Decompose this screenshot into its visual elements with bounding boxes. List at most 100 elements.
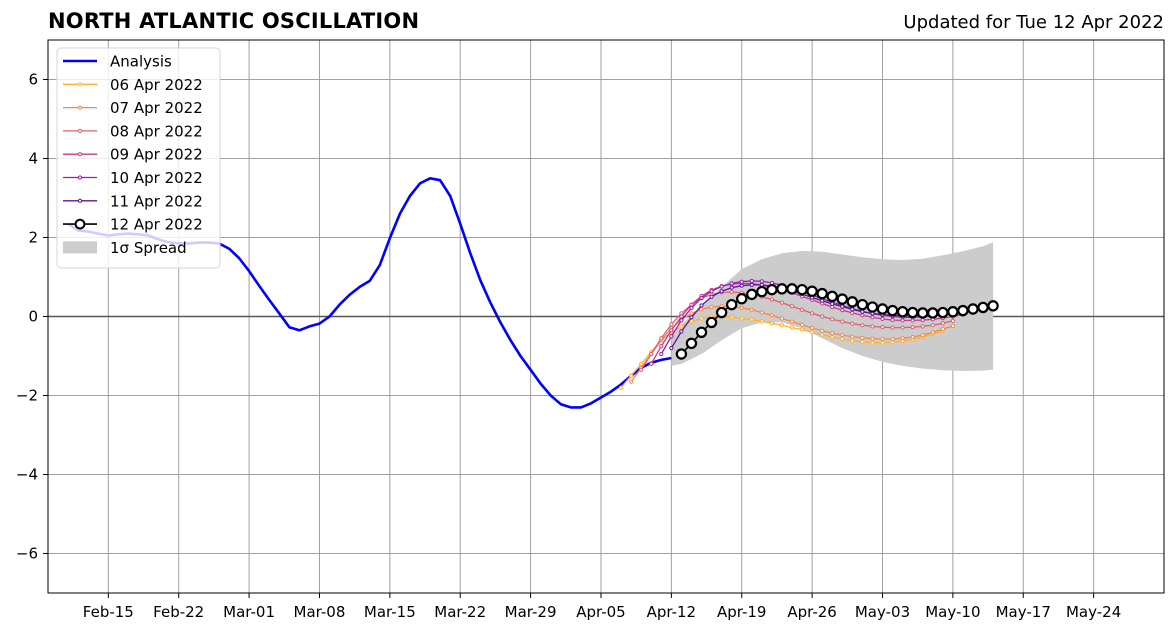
forecast-marker — [840, 332, 845, 338]
forecast-marker — [870, 315, 875, 320]
forecast-marker — [739, 279, 744, 284]
forecast-marker — [679, 324, 684, 329]
forecast-marker — [870, 340, 875, 345]
forecast-marker — [806, 285, 818, 297]
forecast-marker — [890, 325, 895, 330]
legend-label: 11 Apr 2022 — [110, 192, 203, 210]
forecast-marker — [725, 298, 738, 311]
forecast-marker — [957, 304, 969, 317]
legend-swatch-marker — [77, 105, 83, 110]
x-tick-label: May-03 — [855, 603, 910, 621]
forecast-marker — [729, 285, 734, 290]
legend: Analysis 06 Apr 2022 07 Apr 2022 08 Apr 202… — [56, 47, 221, 269]
forecast-marker — [856, 298, 869, 311]
forecast-marker — [776, 283, 788, 295]
forecast-marker — [749, 307, 754, 312]
forecast-marker — [900, 336, 905, 341]
forecast-marker — [689, 315, 694, 320]
forecast-marker — [820, 328, 825, 333]
x-tick-label: Mar-29 — [505, 603, 557, 621]
forecast-marker — [937, 306, 949, 319]
forecast-marker — [759, 319, 764, 324]
forecast-marker — [675, 348, 688, 360]
forecast-marker — [689, 319, 694, 324]
forecast-marker — [816, 287, 828, 300]
forecast-marker — [719, 289, 724, 294]
forecast-marker — [709, 294, 714, 299]
forecast-marker — [930, 323, 935, 328]
y-tick-label: −2 — [16, 387, 38, 405]
forecast-marker — [685, 337, 698, 350]
y-tick-label: −4 — [16, 466, 38, 484]
forecast-marker — [810, 311, 815, 316]
x-tick-label: May-10 — [925, 603, 980, 621]
forecast-marker — [689, 311, 694, 316]
forecast-marker — [649, 361, 654, 366]
forecast-marker — [840, 308, 845, 313]
forecast-marker — [669, 334, 674, 339]
forecast-marker — [759, 310, 764, 315]
forecast-marker — [947, 306, 959, 318]
x-tick-label: Apr-05 — [576, 603, 626, 621]
forecast-marker — [669, 328, 674, 333]
x-tick-label: May-24 — [1066, 603, 1121, 621]
forecast-marker — [910, 334, 915, 340]
forecast-marker — [920, 332, 925, 338]
forecast-marker — [756, 285, 768, 298]
forecast-marker — [769, 313, 774, 318]
forecast-marker — [850, 334, 855, 339]
x-tick-label: Mar-08 — [294, 603, 346, 621]
forecast-marker — [779, 323, 785, 328]
x-tick-label: Mar-22 — [434, 603, 486, 621]
forecast-marker — [920, 324, 925, 329]
forecast-marker — [769, 321, 774, 326]
forecast-marker — [709, 289, 714, 294]
forecast-marker — [820, 332, 825, 337]
forecast-marker — [826, 290, 838, 303]
forecast-marker — [779, 300, 785, 305]
updated-date: Updated for Tue 12 Apr 2022 — [903, 12, 1164, 33]
forecast-marker — [709, 304, 714, 310]
forecast-marker — [769, 297, 774, 302]
forecast-marker — [639, 367, 644, 372]
legend-swatch-marker — [77, 152, 83, 157]
forecast-marker — [810, 330, 815, 335]
forecast-marker — [729, 281, 734, 286]
legend-swatch-marker — [77, 198, 83, 203]
legend-label: 1σ Spread — [110, 239, 187, 257]
legend-swatch-spread — [63, 241, 97, 254]
x-tick-label: Apr-12 — [647, 603, 697, 621]
legend-swatch-marker — [77, 82, 83, 87]
forecast-marker — [830, 317, 835, 322]
tick-layer: Feb-15 Feb-22 Mar-01 Mar-08 Mar-15 Mar-22 Mar-… — [16, 71, 1121, 622]
forecast-marker — [880, 316, 885, 321]
legend-box — [56, 47, 221, 269]
forecast-marker — [917, 307, 929, 319]
x-tick-label: Apr-26 — [787, 603, 837, 621]
forecast-marker — [749, 278, 754, 284]
forecast-marker — [860, 335, 865, 340]
forecast-marker — [820, 298, 825, 303]
forecast-marker — [880, 336, 885, 342]
forecast-marker — [699, 316, 704, 321]
forecast-marker — [659, 344, 664, 349]
forecast-marker — [786, 283, 798, 295]
forecast-marker — [799, 322, 805, 327]
legend-label: Analysis — [110, 53, 172, 71]
forecast-marker — [880, 325, 885, 330]
forecast-marker — [699, 295, 704, 301]
forecast-marker — [705, 316, 718, 329]
forecast-marker — [830, 334, 835, 340]
forecast-marker — [950, 318, 955, 323]
forecast-marker — [886, 304, 899, 317]
forecast-marker — [766, 283, 778, 296]
forecast-marker — [950, 323, 955, 329]
y-tick-label: 0 — [28, 308, 38, 326]
forecast-marker — [850, 307, 855, 312]
forecast-marker — [850, 338, 855, 343]
forecast-marker — [880, 340, 885, 345]
legend-label: 06 Apr 2022 — [110, 76, 203, 94]
forecast-marker — [739, 283, 744, 288]
forecast-marker — [906, 306, 919, 319]
forecast-marker — [860, 323, 865, 328]
